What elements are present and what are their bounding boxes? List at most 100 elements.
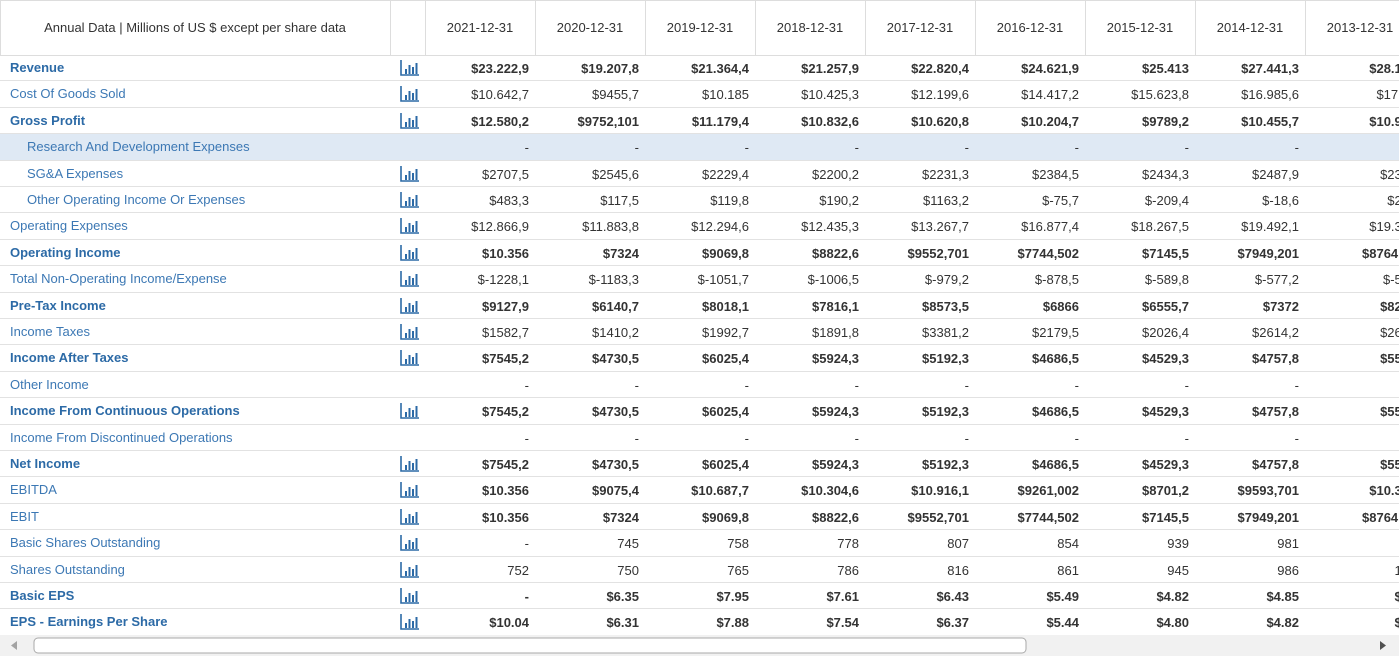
row-label: Income Taxes	[10, 324, 90, 339]
chart-icon[interactable]	[400, 613, 420, 631]
column-header: 2014-12-31	[1195, 0, 1306, 55]
chart-icon[interactable]	[400, 297, 420, 315]
chart-icon[interactable]	[400, 165, 420, 183]
cell-value: -	[854, 140, 859, 156]
cell-value: -	[524, 140, 529, 156]
table-row	[0, 187, 1399, 214]
cell-value: $-209,4	[1144, 193, 1189, 208]
cell-value: 758	[727, 536, 749, 552]
scrollbar-graphic	[11, 637, 1386, 654]
cell-value: $28.10	[1369, 61, 1399, 76]
row-label: SG&A Expenses	[27, 165, 124, 181]
chart-icon[interactable]	[400, 508, 420, 526]
cell-value: $7145,5	[1142, 245, 1189, 261]
chart-icon[interactable]	[400, 217, 420, 235]
chart-icon[interactable]	[400, 349, 420, 367]
row-label: EBITDA	[10, 482, 57, 498]
cell-value: -	[964, 377, 969, 393]
column-header: 2020-12-31	[535, 0, 646, 55]
cell-value: $10.304,6	[801, 483, 859, 499]
cell-value: $6025,4	[702, 457, 749, 472]
cell-value: $9789,2	[1142, 113, 1189, 129]
cell-value: $558	[1380, 351, 1399, 367]
cell-value: $2707,5	[482, 166, 529, 182]
cell-value: $10.832,6	[801, 113, 859, 129]
cell-value: $4.82	[1266, 615, 1299, 631]
cell-value: $5924,3	[812, 457, 859, 472]
column-header: 2018-12-31	[755, 0, 866, 55]
cell-value: $261	[1380, 325, 1399, 340]
chart-icon[interactable]	[400, 323, 420, 341]
cell-value: -	[524, 430, 529, 446]
cell-value: $10.90	[1369, 113, 1399, 129]
cell-value: $6555,7	[1142, 298, 1189, 314]
cell-value: $1163,2	[922, 193, 969, 208]
cell-value: -	[1074, 140, 1079, 156]
cell-value: 786	[837, 562, 859, 578]
chart-icon[interactable]	[400, 402, 420, 420]
cell-value: $7545,2	[482, 351, 529, 367]
cell-value: $5	[1394, 589, 1399, 604]
cell-value: -	[854, 430, 859, 446]
cell-value: $2434,3	[1142, 166, 1189, 182]
cell-value: 986	[1277, 562, 1299, 578]
cell-value: -	[964, 430, 969, 446]
column-header: 2021-12-31	[425, 0, 536, 55]
cell-value: $8822,6	[812, 509, 859, 525]
cell-value: $25.413	[1142, 61, 1189, 76]
table-row	[0, 583, 1399, 610]
cell-value: $9593,701	[1237, 483, 1299, 499]
cell-value: -	[634, 430, 639, 446]
cell-value: $2200,2	[812, 166, 859, 182]
row-label: Operating Expenses	[10, 218, 128, 234]
cell-value: $8701,2	[1142, 483, 1189, 499]
cell-value: $7545,2	[482, 457, 529, 472]
row-label: Research And Development Expenses	[27, 139, 250, 155]
chart-icon[interactable]	[400, 59, 420, 77]
cell-value: $2229,4	[702, 166, 749, 182]
chart-icon[interactable]	[400, 244, 420, 262]
cell-value: $22.820,4	[911, 61, 969, 76]
cell-value: $6025,4	[702, 351, 749, 367]
cell-value: $15.623,8	[1131, 87, 1189, 103]
cell-value: $9127,9	[482, 298, 529, 314]
table-row	[0, 398, 1399, 425]
chart-icon[interactable]	[400, 587, 420, 605]
cell-value: $17.2	[1376, 87, 1399, 103]
chart-icon[interactable]	[400, 455, 420, 473]
cell-value: $10.425,3	[801, 87, 859, 103]
cell-value: $-55	[1382, 272, 1399, 288]
cell-value: $-1228,1	[477, 272, 529, 288]
cell-value: $23.222,9	[471, 61, 529, 76]
cell-value: $7816,1	[812, 298, 859, 314]
chart-icon[interactable]	[400, 112, 420, 130]
cell-value: $2384,5	[1032, 166, 1079, 182]
cell-value: $10.356	[482, 483, 529, 499]
cell-value: 750	[617, 562, 639, 578]
cell-value: $11.179,4	[691, 113, 749, 129]
chart-icon[interactable]	[400, 561, 420, 579]
cell-value: $9552,701	[907, 509, 969, 525]
chart-icon[interactable]	[400, 191, 420, 209]
chart-icon[interactable]	[400, 85, 420, 103]
cell-value: $1582,7	[482, 325, 529, 340]
chart-icon[interactable]	[400, 534, 420, 552]
cell-value: $558	[1380, 404, 1399, 420]
cell-value: $5192,3	[922, 404, 969, 420]
cell-value: $10.204,7	[1021, 113, 1079, 129]
cell-value: $4730,5	[592, 404, 639, 420]
cell-value: $8573,5	[922, 298, 969, 314]
cell-value: $4.85	[1266, 589, 1299, 604]
chart-icon[interactable]	[400, 270, 420, 288]
cell-value: $27.441,3	[1241, 61, 1299, 76]
row-label: Gross Profit	[10, 112, 86, 128]
cell-value: $10.620,8	[911, 113, 969, 129]
cell-value: $9752,101	[577, 113, 639, 129]
scrollbar[interactable]	[0, 635, 1399, 656]
cell-value: $4757,8	[1252, 404, 1299, 420]
cell-value: -	[1184, 430, 1189, 446]
cell-value: $24	[1387, 193, 1399, 208]
cell-value: $4529,3	[1142, 457, 1189, 472]
chart-icon[interactable]	[400, 481, 420, 499]
row-label: Revenue	[10, 60, 65, 75]
